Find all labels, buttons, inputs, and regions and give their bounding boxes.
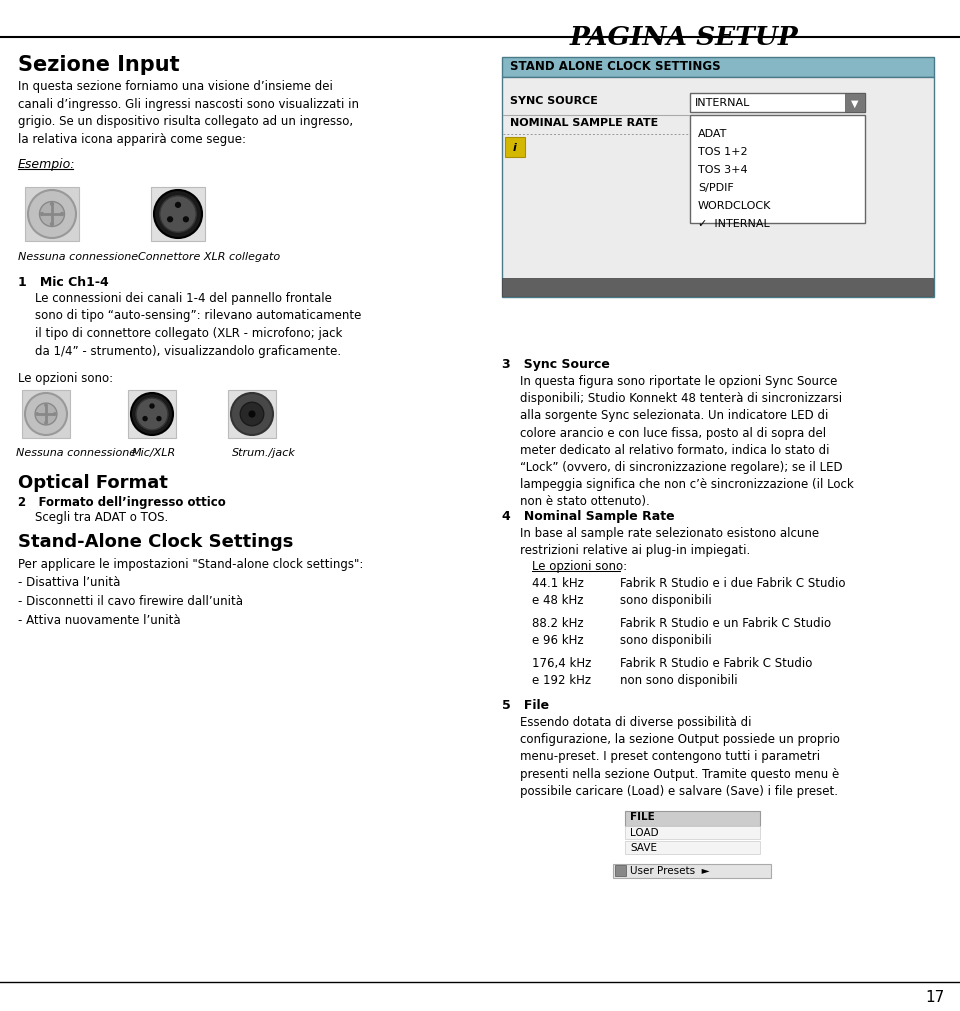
Text: Fabrik R Studio e Fabrik C Studio
non sono disponibili: Fabrik R Studio e Fabrik C Studio non so… (620, 656, 812, 686)
Text: SAVE: SAVE (630, 842, 657, 852)
Text: ▼: ▼ (852, 98, 859, 108)
Text: FILE: FILE (630, 811, 655, 821)
FancyBboxPatch shape (22, 390, 70, 439)
Circle shape (44, 422, 48, 426)
Text: STAND ALONE CLOCK SETTINGS: STAND ALONE CLOCK SETTINGS (510, 60, 721, 73)
Text: In questa sezione forniamo una visione d’insieme dei
canali d’ingresso. Gli ingr: In questa sezione forniamo una visione d… (18, 80, 359, 146)
Text: ✓  INTERNAL: ✓ INTERNAL (698, 218, 770, 228)
Text: 4   Nominal Sample Rate: 4 Nominal Sample Rate (502, 510, 675, 523)
FancyBboxPatch shape (25, 188, 79, 242)
Text: Nessuna connessione: Nessuna connessione (18, 252, 138, 262)
Text: In base al sample rate selezionato esistono alcune
restrizioni relative ai plug-: In base al sample rate selezionato esist… (520, 527, 819, 557)
Text: NOMINAL SAMPLE RATE: NOMINAL SAMPLE RATE (510, 118, 659, 127)
FancyBboxPatch shape (845, 94, 865, 113)
Text: i: i (513, 143, 516, 153)
Text: 5   File: 5 File (502, 699, 549, 712)
Text: In questa figura sono riportate le opzioni Sync Source
disponibili; Studio Konne: In questa figura sono riportate le opzio… (520, 375, 853, 508)
Text: 3   Sync Source: 3 Sync Source (502, 358, 610, 371)
Circle shape (50, 222, 54, 227)
Circle shape (154, 191, 202, 239)
FancyBboxPatch shape (625, 841, 760, 854)
Text: WORDCLOCK: WORDCLOCK (698, 201, 772, 210)
Text: 1   Mic Ch1-4: 1 Mic Ch1-4 (18, 276, 108, 289)
Text: LOAD: LOAD (630, 827, 659, 837)
FancyBboxPatch shape (615, 865, 626, 877)
Text: Le opzioni sono:: Le opzioni sono: (532, 559, 627, 572)
Circle shape (182, 217, 189, 223)
Text: 44.1 kHz
e 48 kHz: 44.1 kHz e 48 kHz (532, 576, 584, 607)
Circle shape (240, 402, 264, 427)
Circle shape (44, 403, 48, 407)
FancyBboxPatch shape (625, 811, 760, 826)
Text: Strum./jack: Strum./jack (232, 448, 296, 458)
Circle shape (131, 393, 173, 436)
Text: S/PDIF: S/PDIF (698, 183, 733, 193)
Circle shape (159, 196, 196, 233)
Text: PAGINA SETUP: PAGINA SETUP (570, 25, 799, 50)
Circle shape (136, 398, 168, 431)
FancyBboxPatch shape (228, 390, 276, 439)
Circle shape (36, 412, 39, 417)
Text: Scegli tra ADAT o TOS.: Scegli tra ADAT o TOS. (35, 511, 168, 524)
FancyBboxPatch shape (505, 137, 525, 158)
Text: 2   Formato dell’ingresso ottico: 2 Formato dell’ingresso ottico (18, 495, 226, 509)
Text: Optical Format: Optical Format (18, 473, 168, 491)
Circle shape (149, 403, 155, 409)
Text: Per applicare le impostazioni "Stand-alone clock settings":
- Disattiva l’unità
: Per applicare le impostazioni "Stand-alo… (18, 557, 364, 626)
Circle shape (28, 191, 76, 239)
FancyBboxPatch shape (690, 94, 865, 113)
Circle shape (167, 217, 173, 223)
Circle shape (53, 412, 57, 417)
FancyBboxPatch shape (613, 864, 771, 879)
Circle shape (142, 417, 148, 422)
FancyBboxPatch shape (502, 279, 933, 296)
Text: User Presets  ►: User Presets ► (630, 865, 709, 876)
Circle shape (36, 403, 57, 426)
Text: ADAT: ADAT (698, 128, 728, 139)
Text: Nessuna connessione: Nessuna connessione (16, 448, 136, 458)
Text: Esempio:: Esempio: (18, 158, 76, 171)
FancyBboxPatch shape (690, 116, 865, 223)
Text: Essendo dotata di diverse possibilità di
configurazione, la sezione Output possi: Essendo dotata di diverse possibilità di… (520, 716, 840, 797)
Text: Le opzioni sono:: Le opzioni sono: (18, 372, 113, 384)
Circle shape (39, 202, 64, 227)
Text: Fabrik R Studio e i due Fabrik C Studio
sono disponibili: Fabrik R Studio e i due Fabrik C Studio … (620, 576, 846, 607)
Text: 17: 17 (925, 989, 945, 1004)
Circle shape (60, 212, 64, 217)
Text: SYNC SOURCE: SYNC SOURCE (510, 96, 598, 106)
FancyBboxPatch shape (502, 78, 934, 297)
Circle shape (156, 417, 161, 422)
Circle shape (231, 393, 273, 436)
Text: INTERNAL: INTERNAL (695, 98, 751, 108)
Text: TOS 1+2: TOS 1+2 (698, 147, 748, 157)
Circle shape (249, 411, 255, 419)
Text: Fabrik R Studio e un Fabrik C Studio
sono disponibili: Fabrik R Studio e un Fabrik C Studio son… (620, 617, 831, 647)
FancyBboxPatch shape (151, 188, 205, 242)
Text: Mic/XLR: Mic/XLR (132, 448, 177, 458)
Circle shape (50, 202, 54, 207)
Text: 88.2 kHz
e 96 kHz: 88.2 kHz e 96 kHz (532, 617, 584, 647)
Circle shape (175, 202, 181, 209)
Text: Le connessioni dei canali 1-4 del pannello frontale
sono di tipo “auto-sensing”:: Le connessioni dei canali 1-4 del pannel… (35, 292, 361, 357)
FancyBboxPatch shape (502, 58, 934, 78)
FancyBboxPatch shape (128, 390, 176, 439)
Text: Connettore XLR collegato: Connettore XLR collegato (138, 252, 280, 262)
Circle shape (39, 212, 44, 217)
Text: 176,4 kHz
e 192 kHz: 176,4 kHz e 192 kHz (532, 656, 591, 686)
Text: Sezione Input: Sezione Input (18, 55, 180, 75)
FancyBboxPatch shape (625, 826, 760, 839)
Text: TOS 3+4: TOS 3+4 (698, 165, 748, 175)
Text: Stand-Alone Clock Settings: Stand-Alone Clock Settings (18, 533, 294, 550)
Circle shape (25, 393, 67, 436)
